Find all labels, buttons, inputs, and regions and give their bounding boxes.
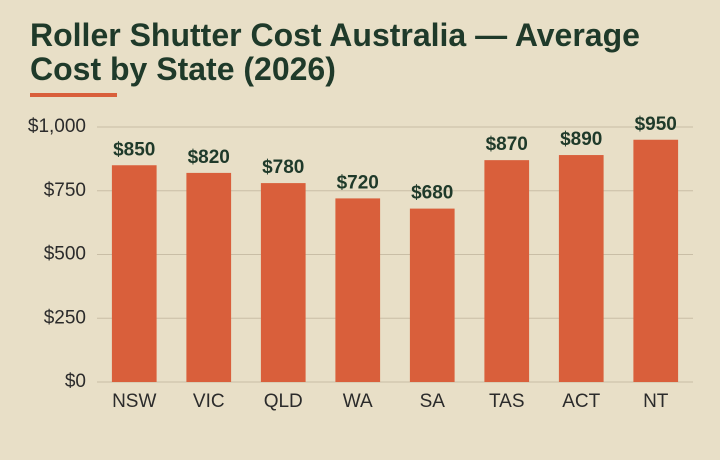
x-tick-label: SA [420, 391, 446, 412]
value-label: $680 [411, 183, 453, 204]
y-tick-label: $0 [65, 371, 86, 392]
bar [409, 208, 455, 382]
y-tick-label: $500 [44, 244, 86, 265]
x-tick-label: WA [343, 391, 373, 412]
chart-title: Roller Shutter Cost Australia — Average … [30, 17, 640, 87]
x-tick-label: NSW [112, 391, 156, 412]
x-tick-label: QLD [264, 391, 303, 412]
y-tick-label: $750 [44, 180, 86, 201]
x-tick-label: TAS [489, 391, 525, 412]
value-label: $720 [337, 172, 379, 193]
x-tick-label: NT [643, 391, 669, 412]
y-tick-label: $250 [44, 307, 86, 328]
x-tick-label: VIC [193, 391, 225, 412]
bar [186, 172, 232, 382]
y-tick-label: $1,000 [28, 116, 86, 137]
x-tick-label: ACT [562, 391, 600, 412]
bar [111, 165, 157, 382]
bar [335, 198, 381, 382]
value-label: $870 [486, 134, 528, 155]
value-label: $780 [262, 157, 304, 178]
bar [558, 155, 604, 382]
value-label: $820 [188, 147, 230, 168]
title-underline [30, 93, 117, 97]
bar [260, 183, 306, 382]
value-label: $890 [560, 129, 602, 150]
value-label: $950 [635, 114, 677, 135]
bar [484, 160, 530, 382]
bar [633, 139, 679, 382]
value-label: $850 [113, 139, 155, 160]
